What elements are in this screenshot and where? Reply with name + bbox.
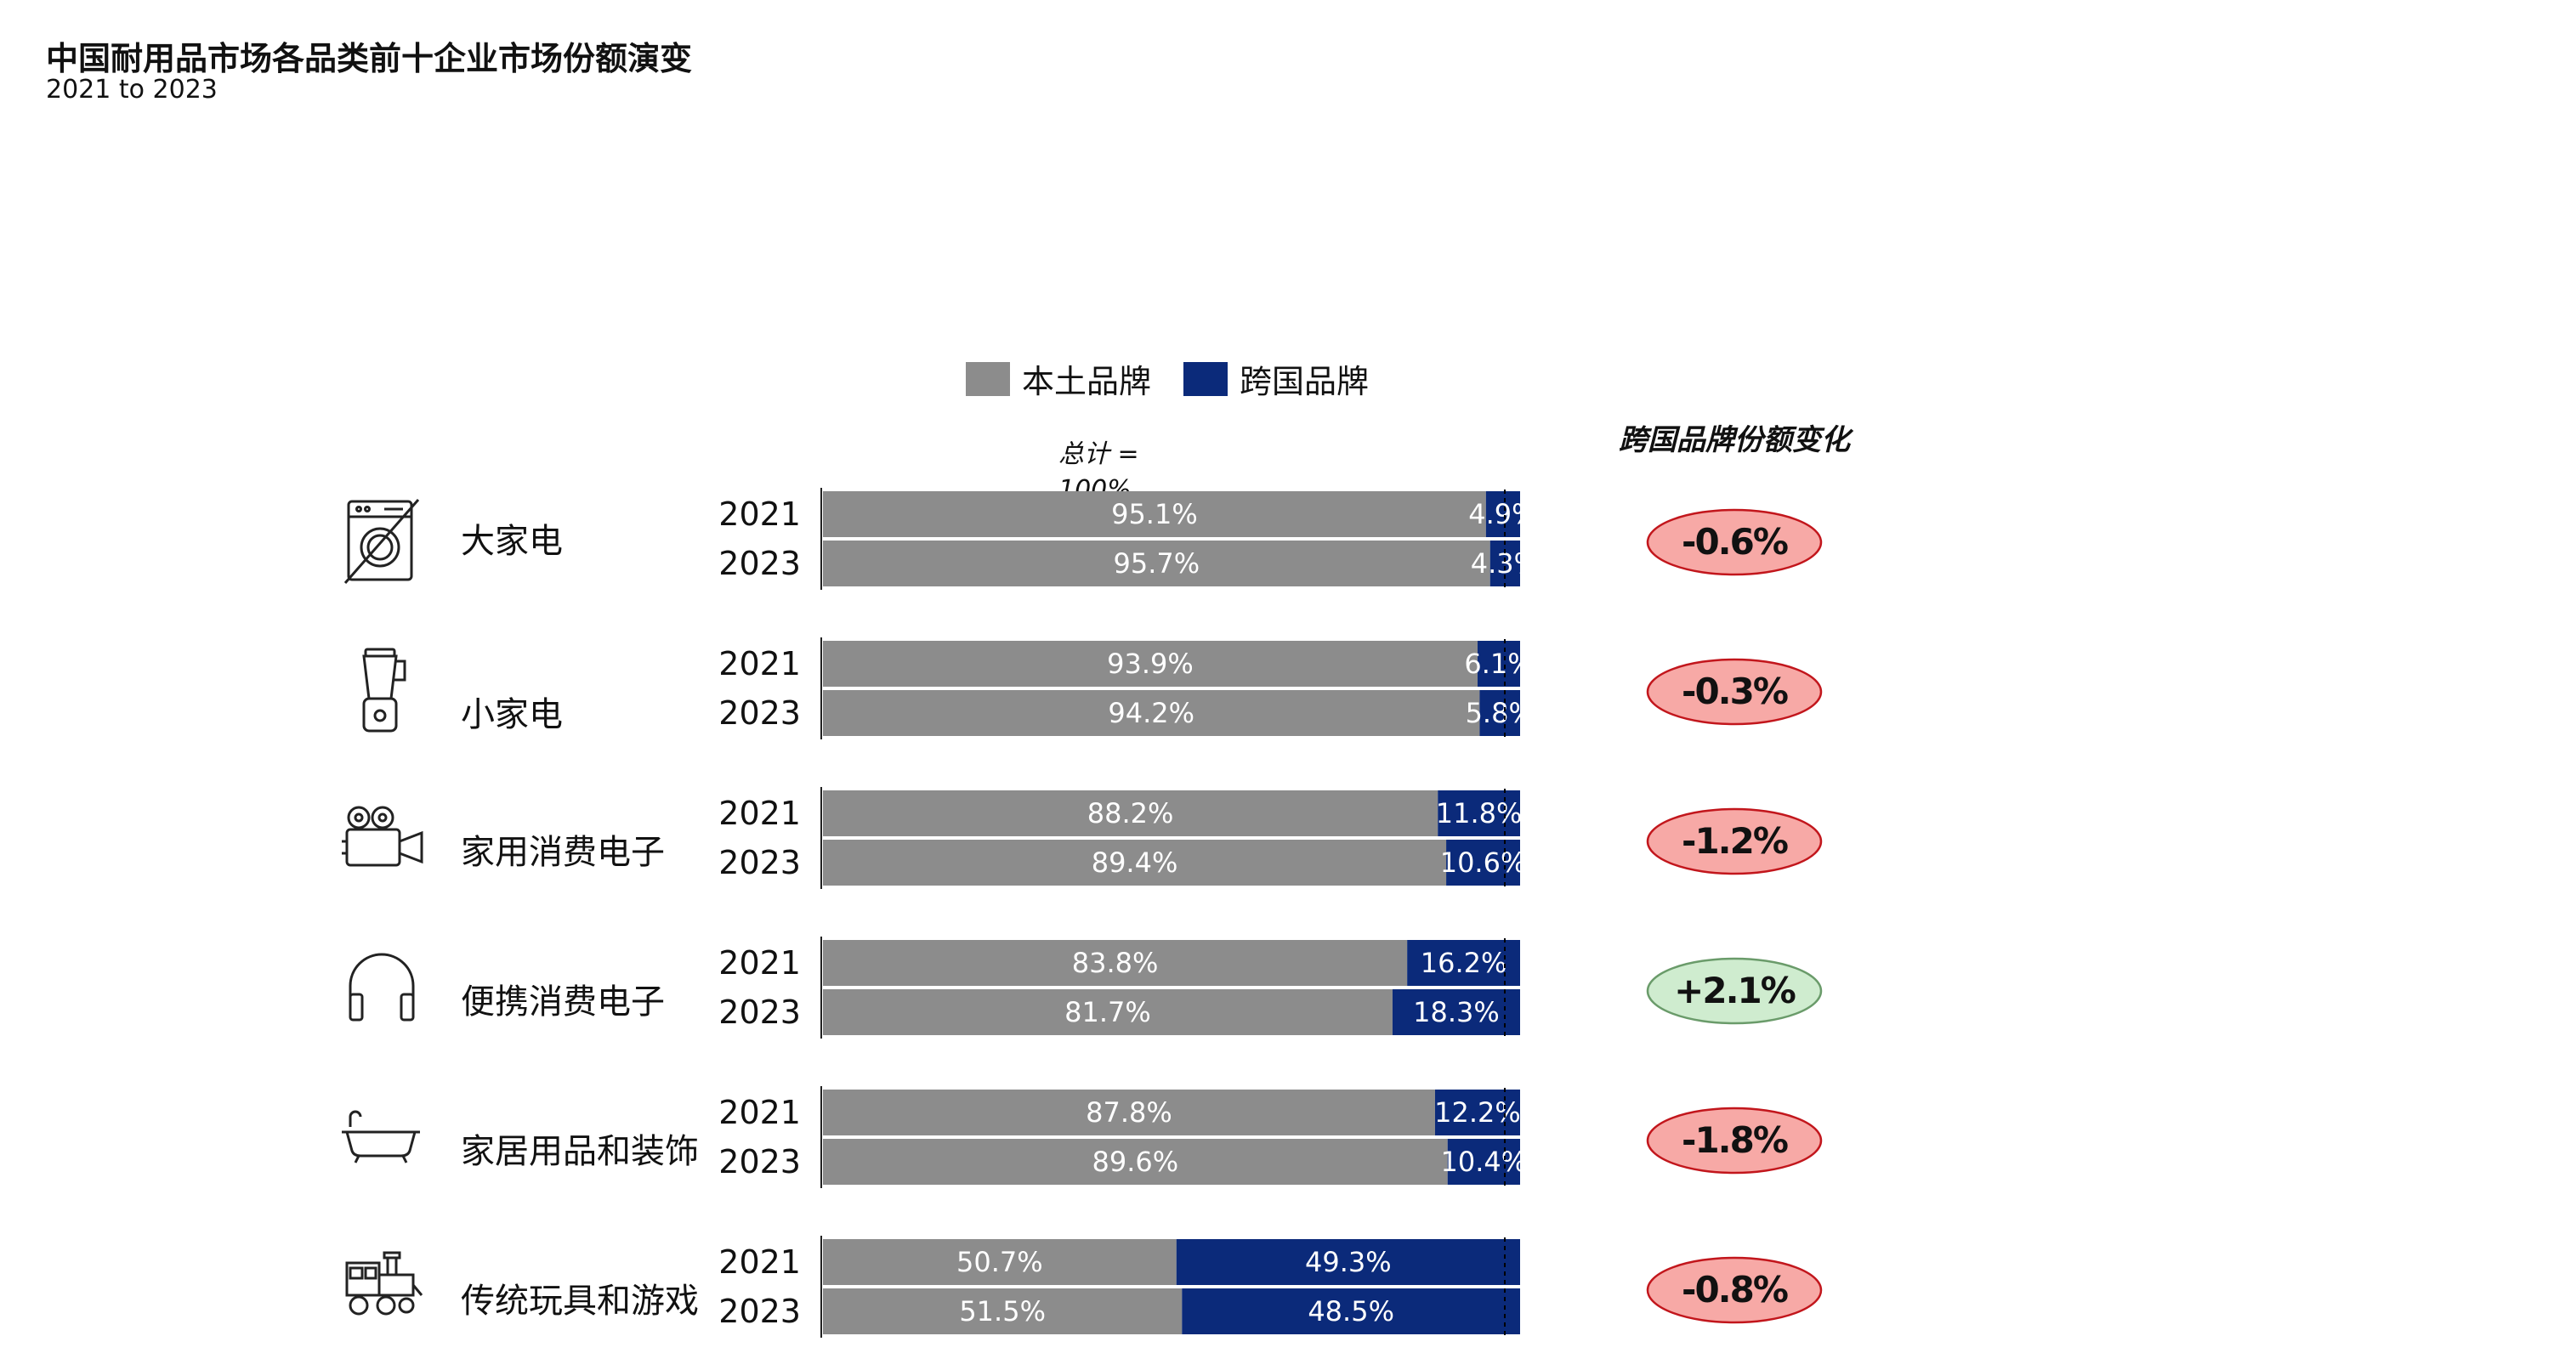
data-label-multinational: 4.9% [1468, 498, 1537, 530]
bar-local-home-decor-2023 [823, 1139, 1448, 1185]
bar-multinational-home-electronics-2023 [1446, 840, 1520, 886]
change-value-portable-electronics: +2.1% [1674, 970, 1796, 1011]
bar-local-home-electronics-2023 [823, 840, 1447, 886]
data-label-local: 89.4% [1092, 846, 1178, 879]
year-label: 2021 [718, 645, 801, 682]
bathtub-icon [342, 1110, 420, 1163]
bar-local-toys-games-2021 [823, 1239, 1177, 1285]
bar-multinational-small-appliances-2023 [1479, 690, 1520, 736]
bar-multinational-small-appliances-2021 [1477, 641, 1520, 687]
legend-swatch-multinational [1183, 361, 1228, 396]
data-label-multinational: 11.8% [1436, 797, 1523, 829]
category-label-toys-games: 传统玩具和游戏 [461, 1282, 699, 1321]
data-label-local: 89.6% [1092, 1146, 1179, 1178]
bar-local-home-electronics-2021 [823, 790, 1438, 836]
data-label-multinational: 5.8% [1466, 697, 1535, 729]
data-label-multinational: 48.5% [1308, 1295, 1394, 1328]
category-label-home-electronics: 家用消费电子 [461, 833, 665, 872]
year-label: 2023 [718, 694, 801, 732]
bar-multinational-home-decor-2021 [1434, 1090, 1520, 1135]
legend-item-local: 本土品牌 [966, 355, 1151, 402]
bar-local-portable-electronics-2023 [823, 989, 1393, 1035]
toy-train-icon [345, 1251, 423, 1316]
legend-swatch-local [966, 361, 1010, 396]
year-label: 2023 [718, 1143, 801, 1180]
washing-machine-icon [343, 499, 420, 584]
data-label-local: 94.2% [1108, 697, 1194, 729]
change-badge-portable-electronics [1646, 957, 1823, 1025]
bar-multinational-toys-games-2023 [1182, 1288, 1520, 1334]
chart-title: 中国耐用品市场各品类前十企业市场份额演变 [46, 40, 693, 77]
change-value-home-decor: -1.8% [1682, 1119, 1788, 1161]
year-label: 2023 [718, 994, 801, 1031]
data-label-local: 93.9% [1107, 648, 1194, 680]
change-value-large-appliances: -0.6% [1682, 521, 1788, 563]
category-label-home-decor: 家居用品和装饰 [461, 1132, 699, 1171]
bar-local-large-appliances-2023 [823, 541, 1490, 586]
data-label-multinational: 18.3% [1413, 996, 1500, 1028]
data-label-local: 81.7% [1064, 996, 1151, 1028]
change-badge-large-appliances [1646, 508, 1823, 576]
video-camera-icon [342, 806, 423, 867]
year-label: 2021 [718, 1243, 801, 1281]
category-label-portable-electronics: 便携消费电子 [461, 982, 665, 1022]
year-label: 2023 [718, 844, 801, 881]
bar-multinational-portable-electronics-2021 [1407, 940, 1520, 986]
change-column-header: 跨国品牌份额变化 [1619, 423, 1850, 457]
year-label: 2021 [718, 1094, 801, 1131]
year-label: 2023 [718, 1293, 801, 1330]
bar-local-home-decor-2021 [823, 1090, 1435, 1135]
legend-label-multinational: 跨国品牌 [1240, 363, 1370, 400]
year-label: 2021 [718, 495, 801, 533]
change-badge-small-appliances [1646, 658, 1823, 726]
change-badge-home-decor [1646, 1107, 1823, 1175]
data-label-local: 51.5% [959, 1295, 1046, 1328]
data-label-multinational: 6.1% [1464, 648, 1533, 680]
bar-multinational-large-appliances-2021 [1485, 491, 1520, 537]
data-label-local: 95.1% [1111, 498, 1198, 530]
legend: 本土品牌 跨国品牌 [966, 355, 1401, 402]
category-label-large-appliances: 大家电 [461, 522, 563, 561]
headphones-icon [349, 953, 415, 1022]
bar-local-large-appliances-2021 [823, 491, 1486, 537]
data-label-local: 88.2% [1087, 797, 1174, 829]
data-label-local: 87.8% [1086, 1096, 1172, 1129]
data-label-local: 50.7% [956, 1246, 1043, 1278]
change-value-home-electronics: -1.2% [1682, 820, 1788, 862]
change-badge-home-electronics [1646, 807, 1823, 875]
bar-multinational-home-electronics-2021 [1438, 790, 1520, 836]
category-label-small-appliances: 小家电 [461, 695, 563, 734]
year-label: 2023 [718, 545, 801, 582]
legend-item-multinational: 跨国品牌 [1183, 355, 1369, 402]
legend-label-local: 本土品牌 [1022, 363, 1152, 400]
data-label-multinational: 12.2% [1434, 1096, 1521, 1129]
bar-local-portable-electronics-2021 [823, 940, 1408, 986]
year-label: 2021 [718, 944, 801, 982]
bar-local-small-appliances-2023 [823, 690, 1480, 736]
change-badge-toys-games [1646, 1256, 1823, 1324]
year-label: 2021 [718, 795, 801, 832]
bar-multinational-portable-electronics-2023 [1392, 989, 1520, 1035]
data-label-multinational: 49.3% [1305, 1246, 1392, 1278]
bar-local-toys-games-2023 [823, 1288, 1183, 1334]
chart-subtitle: 2021 to 2023 [46, 75, 218, 105]
data-label-multinational: 10.6% [1440, 846, 1527, 879]
data-label-local: 83.8% [1072, 947, 1159, 979]
bar-local-small-appliances-2021 [823, 641, 1478, 687]
data-label-multinational: 10.4% [1441, 1146, 1528, 1178]
change-value-small-appliances: -0.3% [1682, 671, 1788, 712]
data-label-multinational: 16.2% [1421, 947, 1507, 979]
bar-multinational-home-decor-2023 [1447, 1139, 1520, 1185]
data-label-local: 95.7% [1114, 547, 1200, 580]
change-value-toys-games: -0.8% [1682, 1269, 1788, 1311]
bar-multinational-toys-games-2021 [1176, 1239, 1520, 1285]
blender-icon [362, 648, 406, 733]
